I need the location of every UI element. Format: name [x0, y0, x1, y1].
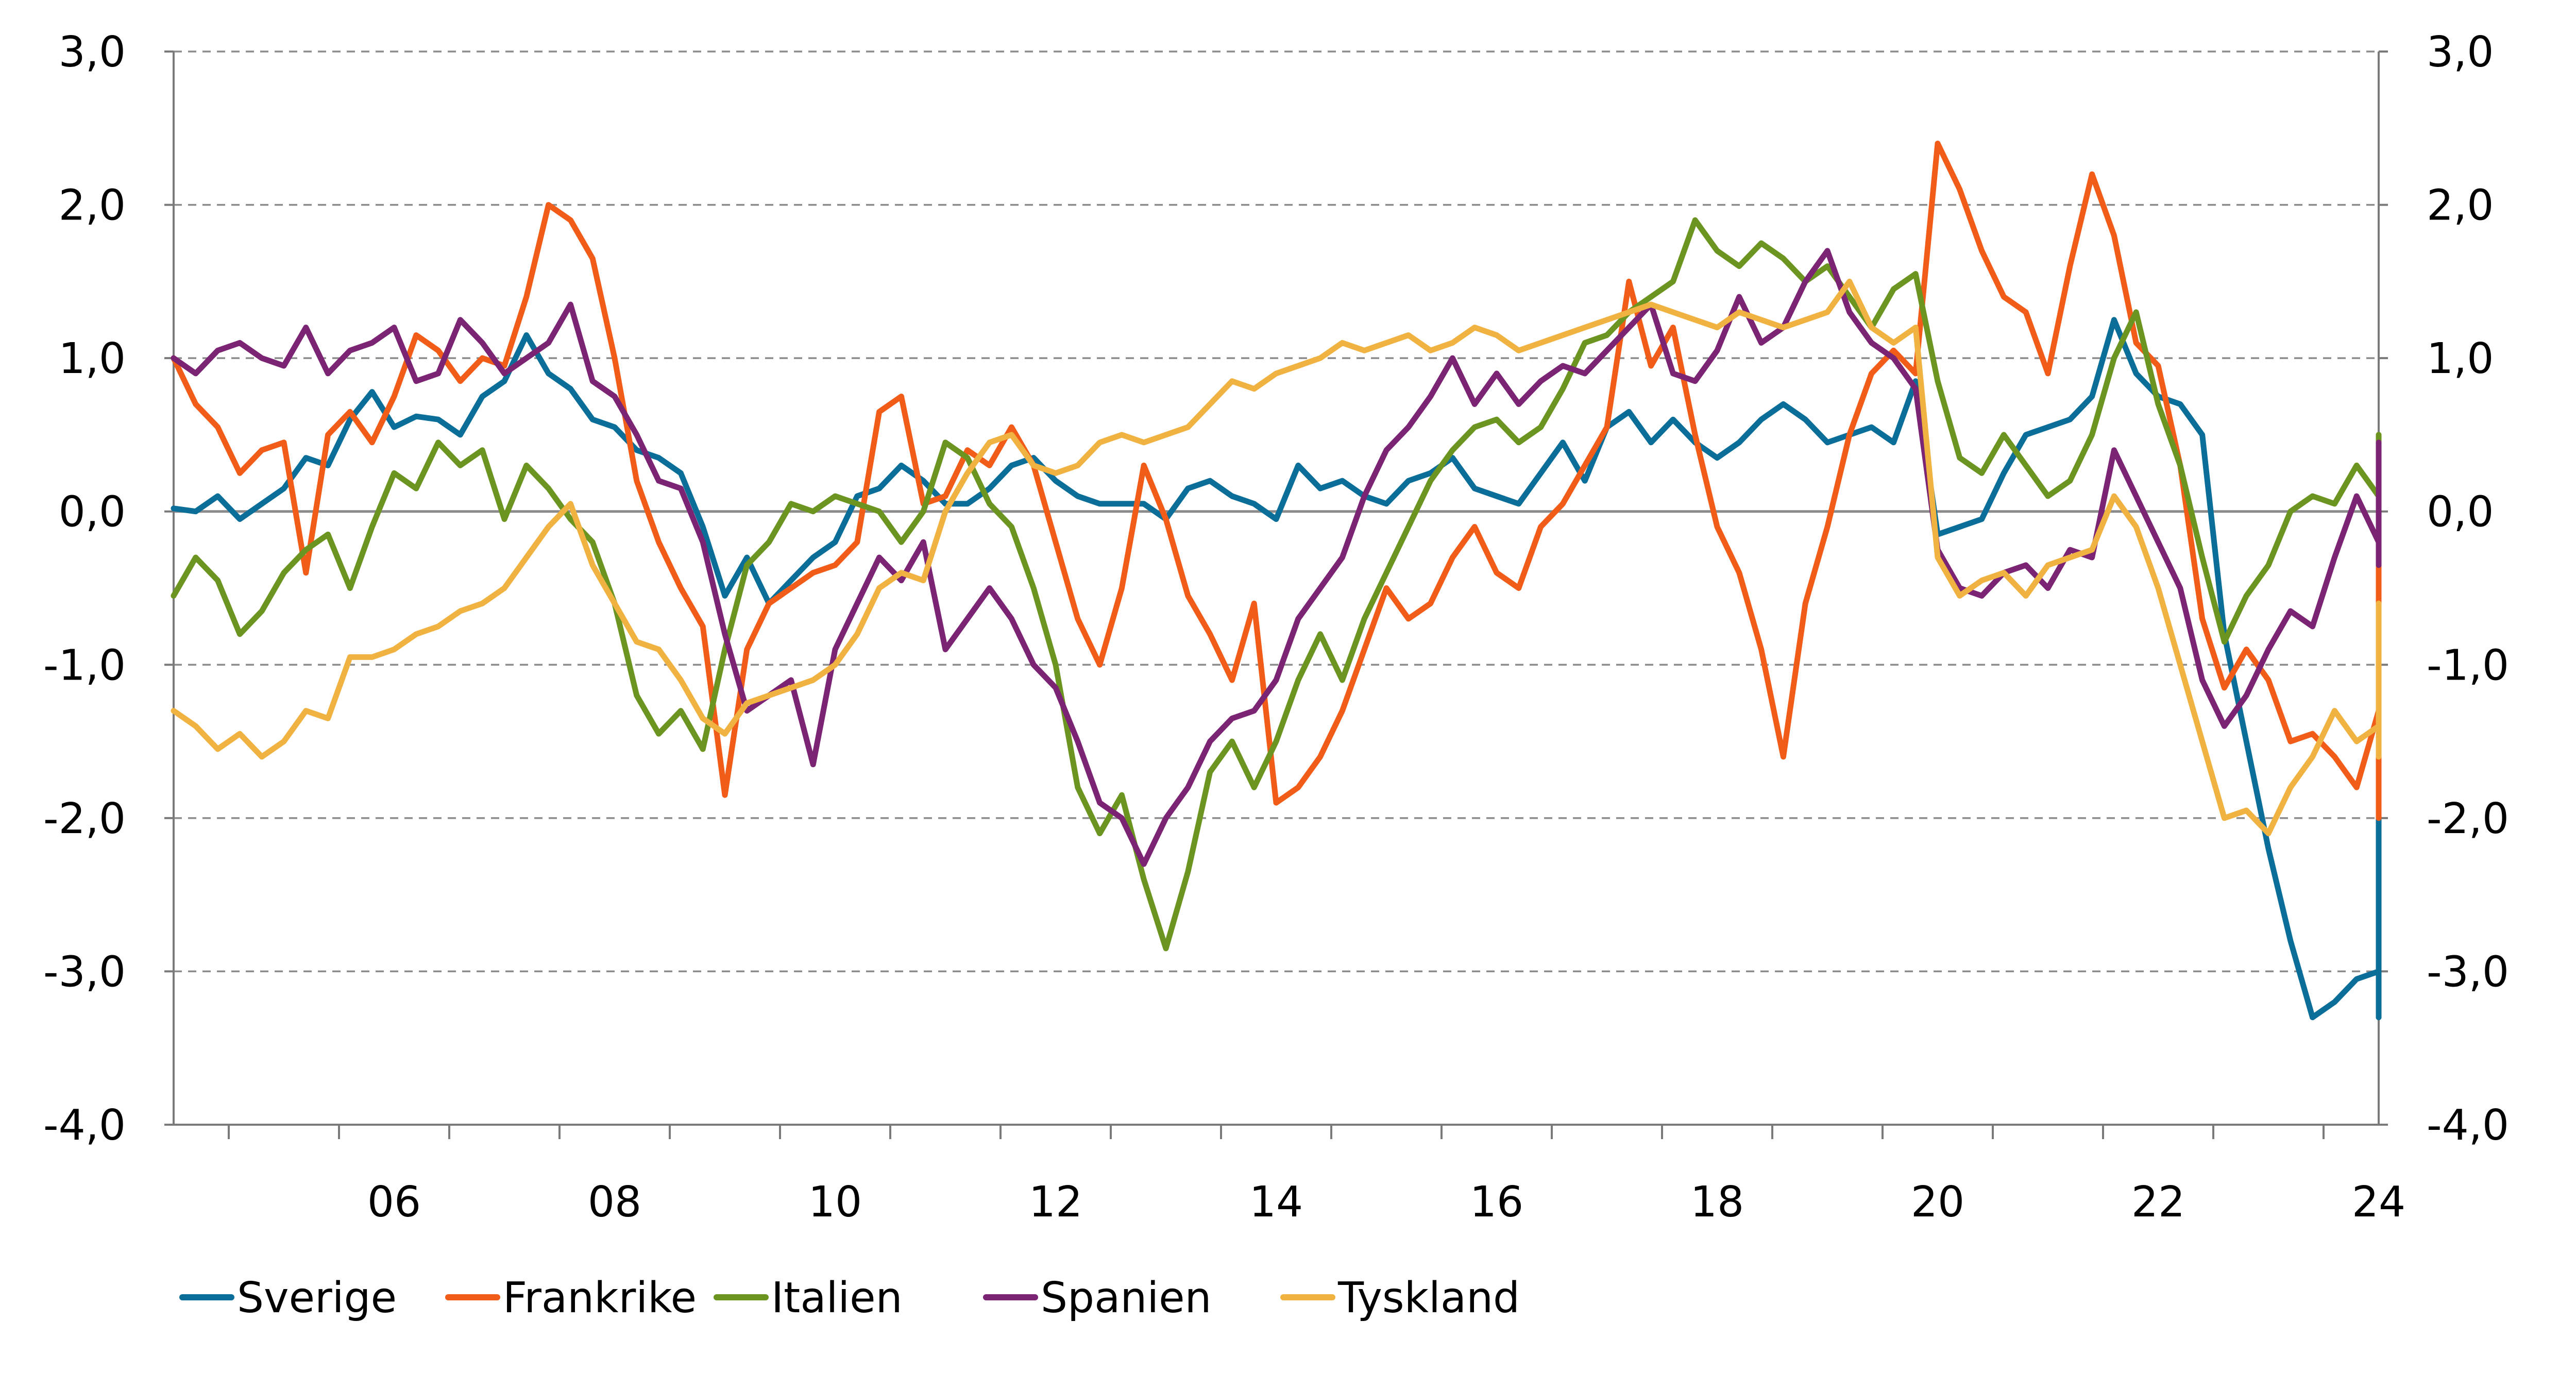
y-tick-label-left: 0,0 [59, 488, 126, 537]
x-tick-label: 12 [1029, 1178, 1082, 1227]
y-tick-label-left: -1,0 [43, 641, 126, 690]
y-tick-label-left: -2,0 [43, 794, 126, 843]
x-tick-label: 18 [1690, 1178, 1744, 1227]
y-tick-label-right: 1,0 [2427, 334, 2494, 383]
y-tick-label-left: 3,0 [59, 28, 126, 77]
series-lines [171, 141, 2382, 1021]
y-tick-label-right: -4,0 [2427, 1101, 2509, 1150]
y-tick-label-left: -3,0 [43, 947, 126, 996]
legend-label-sverige: Sverige [237, 1274, 397, 1323]
y-tick-label-right: -2,0 [2427, 794, 2509, 843]
legend-label-tyskland: Tyskland [1337, 1274, 1520, 1323]
series-line-italien [171, 217, 2382, 952]
y-tick-label-right: 0,0 [2427, 488, 2494, 537]
x-tick-label: 14 [1249, 1178, 1303, 1227]
legend-label-italien: Italien [771, 1274, 903, 1323]
y-tick-label-right: 3,0 [2427, 28, 2494, 77]
x-tick-label: 20 [1911, 1178, 1964, 1227]
x-tick-label: 16 [1470, 1178, 1523, 1227]
tick-labels: 3,0 3,0 2,0 2,0 1,0 1,0 0,0 0,0 -1,0 -1,0 -2,0 -2,0… [43, 28, 2509, 1227]
series-line-sverige [171, 317, 2382, 1021]
x-tick-label: 08 [588, 1178, 641, 1227]
y-tick-label-left: -4,0 [43, 1101, 126, 1150]
y-tick-label-right: -3,0 [2427, 947, 2509, 996]
legend-label-frankrike: Frankrike [503, 1274, 697, 1323]
y-tick-label-right: -1,0 [2427, 641, 2509, 690]
series-line-frankrike [171, 141, 2382, 821]
series-line-tyskland [171, 278, 2382, 837]
y-tick-label-right: 2,0 [2427, 181, 2494, 230]
x-tick-label: 24 [2352, 1178, 2405, 1227]
x-tick-label: 22 [2131, 1178, 2185, 1227]
legend: Sverige Frankrike Italien Spanien Tyskland [179, 1274, 1520, 1323]
x-tick-label: 10 [808, 1178, 862, 1227]
y-tick-label-left: 2,0 [59, 181, 126, 230]
x-tick-label: 06 [367, 1178, 421, 1227]
y-tick-label-left: 1,0 [59, 334, 126, 383]
legend-label-spanien: Spanien [1041, 1274, 1212, 1323]
